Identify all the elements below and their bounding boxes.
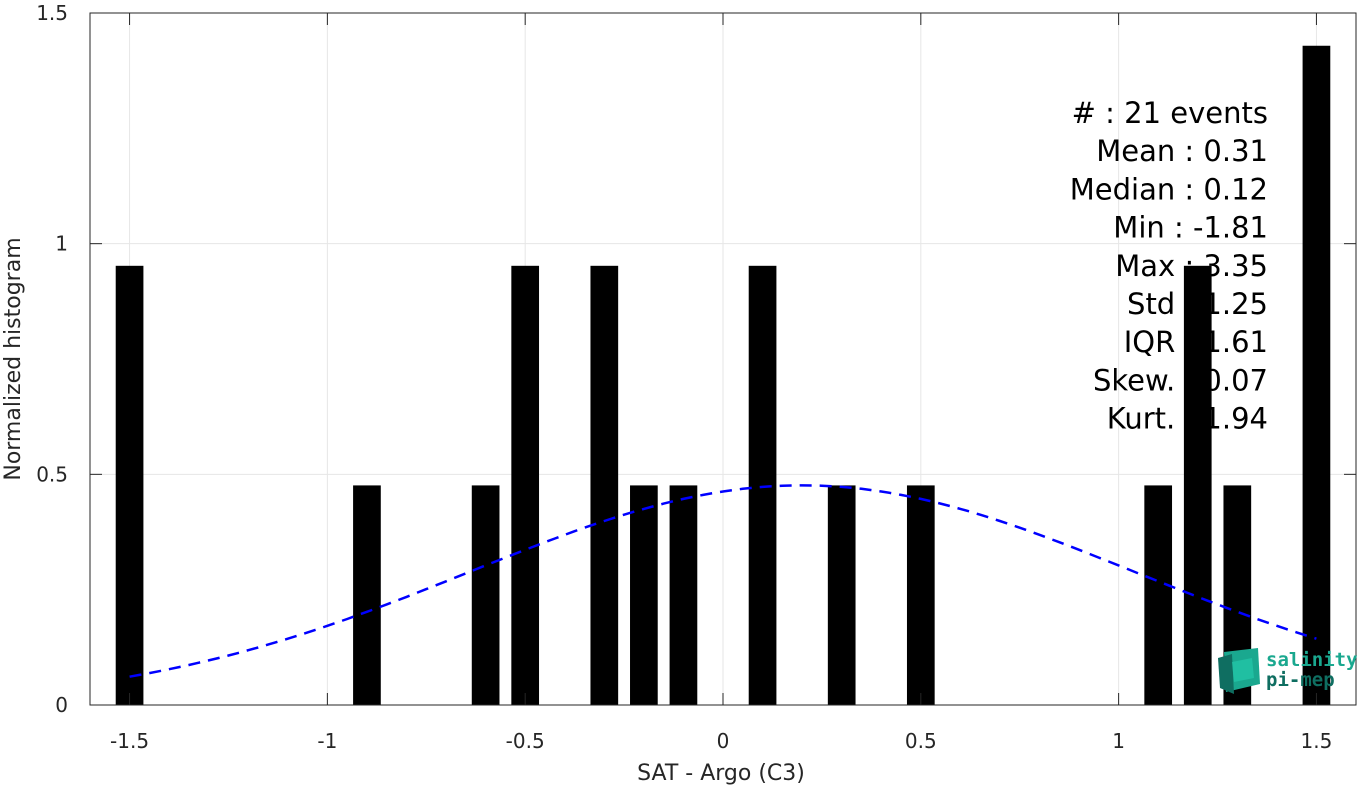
histogram-bar xyxy=(1302,45,1331,706)
y-tick-label: 0 xyxy=(55,693,68,717)
histogram-bar xyxy=(748,265,777,705)
histogram-bar xyxy=(906,485,935,705)
x-tick-label: -0.5 xyxy=(506,729,545,753)
stats-line: # : 21 events xyxy=(1072,96,1268,130)
y-tick-label: 1.5 xyxy=(36,1,68,25)
stats-line: IQR : 1.61 xyxy=(1124,325,1268,359)
stats-box: # : 21 events Mean : 0.31 Median : 0.12 Min… xyxy=(1070,96,1268,436)
x-tick-labels: -1.5 -1 -0.5 0 0.5 1 1.5 xyxy=(110,729,1332,753)
stats-line: Max : 3.35 xyxy=(1115,249,1268,283)
x-tick-label: -1 xyxy=(317,729,337,753)
histogram-bar xyxy=(827,485,856,705)
histogram-bar xyxy=(1183,265,1212,705)
y-tick-labels: 0 0.5 1 1.5 xyxy=(36,1,68,717)
y-tick-label: 0.5 xyxy=(36,462,68,486)
histogram-bar xyxy=(1144,485,1173,705)
logo-line2: pi-mep xyxy=(1266,669,1335,691)
logo: salinity pi-mep xyxy=(1218,648,1358,694)
axis-ticks xyxy=(90,12,1356,706)
stats-line: Median : 0.12 xyxy=(1070,172,1268,206)
stats-line: Kurt. : 1.94 xyxy=(1107,402,1268,436)
x-axis-label: SAT - Argo (C3) xyxy=(637,761,805,786)
y-axis-label: Normalized histogram xyxy=(1,237,26,480)
x-tick-label: 0.5 xyxy=(905,729,937,753)
stats-line: Std : 1.25 xyxy=(1127,287,1268,321)
x-tick-label: 0 xyxy=(717,729,730,753)
stats-line: Min : -1.81 xyxy=(1113,211,1268,245)
histogram-bar xyxy=(353,485,381,705)
histogram-bar xyxy=(115,265,144,705)
gaussian-fit-curve xyxy=(129,484,1317,678)
histogram-bar xyxy=(511,265,540,705)
histogram-bar xyxy=(669,485,698,705)
y-tick-label: 1 xyxy=(55,232,68,256)
x-tick-label: -1.5 xyxy=(110,729,149,753)
logo-cube-icon xyxy=(1218,648,1260,694)
histogram-bar xyxy=(471,485,500,705)
stats-line: Mean : 0.31 xyxy=(1096,134,1268,168)
logo-line1: salinity xyxy=(1266,649,1358,671)
x-tick-label: 1 xyxy=(1112,729,1125,753)
histogram-bar xyxy=(630,485,658,705)
histogram-bar xyxy=(590,265,619,705)
stats-line: Skew. : 0.07 xyxy=(1093,363,1268,397)
x-tick-label: 1.5 xyxy=(1301,729,1333,753)
histogram-bars xyxy=(115,45,1331,706)
